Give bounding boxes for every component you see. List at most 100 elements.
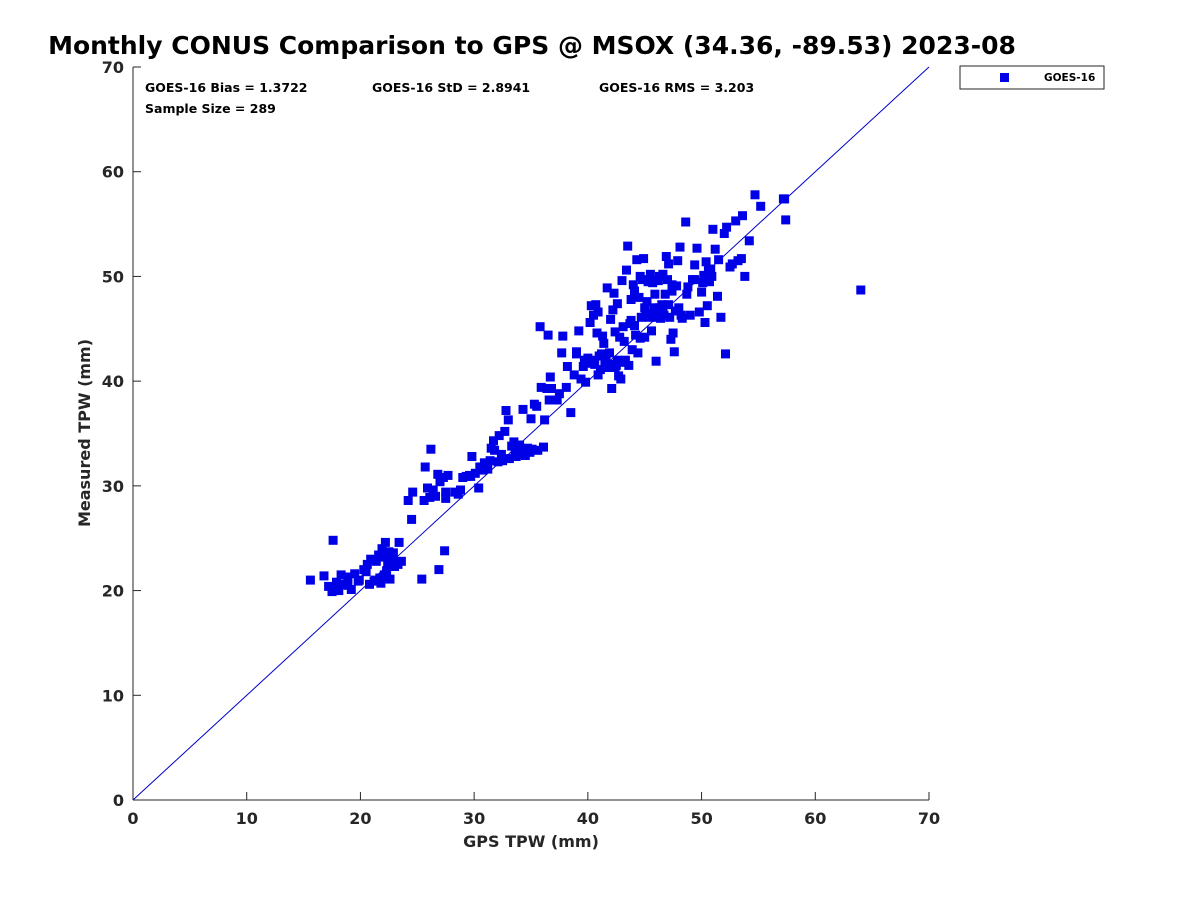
y-tick-label: 30 [102, 477, 124, 496]
data-point [619, 336, 629, 346]
data-point [470, 468, 480, 478]
data-point [612, 355, 622, 365]
y-tick-label: 40 [102, 372, 124, 391]
data-point [610, 363, 620, 372]
data-point [672, 281, 682, 291]
data-point [433, 469, 443, 479]
data-point [579, 355, 589, 365]
data-point [592, 328, 602, 338]
data-point [343, 572, 353, 582]
data-point [708, 224, 718, 234]
data-point [640, 303, 650, 313]
data-point [544, 395, 554, 405]
data-point [375, 573, 385, 583]
data-point [690, 275, 700, 285]
data-point [658, 269, 668, 279]
data-point [585, 318, 595, 327]
data-point [665, 312, 675, 322]
data-point [660, 289, 670, 299]
data-point [477, 465, 487, 475]
y-tick-label: 70 [102, 58, 124, 77]
data-point [366, 554, 376, 564]
data-point [518, 404, 528, 414]
bias-stat: GOES-16 Bias = 1.3722 [145, 80, 307, 95]
data-point [562, 362, 572, 371]
data-point [643, 277, 653, 287]
one-to-one-line [132, 66, 930, 801]
data-point [370, 575, 380, 585]
data-point [353, 576, 363, 586]
data-point [612, 299, 622, 309]
data-point [441, 493, 451, 503]
data-point [664, 300, 674, 310]
data-point [731, 216, 741, 226]
data-point [649, 303, 659, 313]
data-point [535, 322, 545, 332]
data-point [319, 571, 329, 581]
data-point [428, 485, 438, 495]
data-point [705, 277, 714, 287]
data-point [328, 535, 338, 545]
data-point [690, 260, 700, 270]
data-point [673, 256, 683, 266]
data-point [558, 331, 568, 341]
data-point [645, 269, 655, 279]
data-point [606, 314, 616, 324]
y-tick-label: 60 [102, 163, 124, 182]
data-point [536, 382, 546, 392]
data-point [719, 229, 729, 238]
data-point [647, 326, 656, 336]
data-point [701, 257, 711, 267]
data-point [574, 326, 584, 336]
data-point [533, 445, 543, 455]
data-point [651, 356, 661, 366]
data-point [515, 440, 525, 450]
data-point [305, 575, 315, 585]
data-point [385, 574, 395, 584]
data-point [616, 374, 626, 384]
x-tick-label: 40 [577, 809, 599, 828]
data-point [590, 359, 600, 369]
data-point [669, 347, 679, 357]
data-point [635, 333, 645, 343]
data-point [376, 578, 386, 588]
data-point [681, 217, 691, 227]
data-point [698, 278, 708, 288]
x-tick-label: 30 [463, 809, 485, 828]
data-point [361, 567, 371, 577]
data-point [493, 457, 503, 467]
data-point [532, 401, 542, 411]
data-point [607, 384, 617, 393]
data-point [664, 259, 674, 269]
data-point [856, 285, 866, 295]
data-point [628, 280, 638, 290]
data-point [443, 470, 453, 480]
data-point [581, 377, 591, 387]
y-tick-label: 50 [102, 267, 124, 286]
data-point [374, 550, 384, 560]
data-point [438, 473, 448, 482]
data-point [490, 445, 500, 455]
data-point [599, 350, 609, 360]
legend-box [959, 65, 1105, 90]
data-point [576, 374, 586, 384]
data-point [627, 345, 637, 355]
data-point [710, 244, 720, 254]
data-point [595, 365, 605, 375]
data-point [626, 315, 636, 325]
data-point [605, 348, 614, 358]
data-point [642, 297, 652, 307]
data-point [566, 408, 576, 418]
data-point [380, 537, 390, 547]
data-point [781, 215, 791, 225]
data-point [500, 426, 510, 436]
data-point [630, 321, 639, 331]
data-point [631, 330, 641, 340]
data-point [756, 201, 766, 211]
data-point [666, 334, 676, 344]
data-point [617, 276, 627, 286]
data-point [650, 289, 660, 299]
data-point [630, 286, 639, 296]
data-point [589, 310, 598, 320]
